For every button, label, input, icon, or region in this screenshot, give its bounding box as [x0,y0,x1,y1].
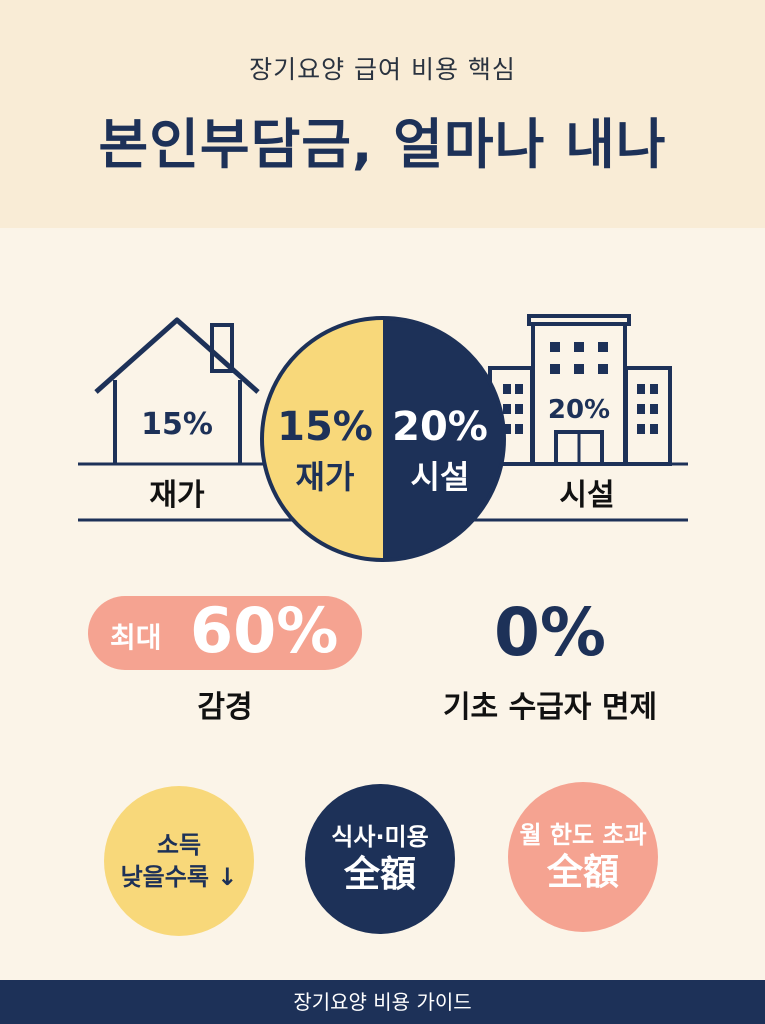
limit-circle-line1: 월 한도 초과 [519,821,647,849]
income-circle: 소득 낮을수록 ↓ [104,786,254,936]
limit-circle: 월 한도 초과 全額 [508,782,658,932]
split-circle [260,316,506,562]
footer-bar: 장기요양 비용 가이드 [0,980,765,1024]
pie-right-label: 시설 [411,458,470,496]
facility-percent: 20% [548,395,610,425]
page-title: 본인부담금, 얼마나 내나 [98,113,667,176]
reduction-prefix: 최대 [110,621,162,654]
page-subtitle: 장기요양 급여 비용 핵심 [249,55,516,84]
limit-circle-line2: 全額 [546,852,619,893]
income-circle-line2: 낮을수록 ↓ [120,863,238,891]
exemption-label: 기초 수급자 면제 [442,690,658,725]
exemption-value: 0% [493,594,607,671]
building-icon [488,314,672,466]
meal-circle-line1: 식사·미용 [331,823,429,851]
meal-circle-line2: 全額 [343,854,416,895]
header-band [0,0,765,228]
reduction-label: 감경 [197,690,253,725]
house-icon [94,317,260,464]
home-percent: 15% [141,407,213,442]
pie-left-label: 재가 [296,458,355,496]
facility-label: 시설 [559,478,614,513]
income-circle-line1: 소득 [156,831,202,859]
reduction-value: 60% [190,594,339,667]
pie-right-percent: 20% [392,404,488,450]
cost-illustration: 15% 재가 20% 시설 15% 재가 20% 시설 [78,314,688,562]
meal-circle: 식사·미용 全額 [305,784,455,934]
reduction-pill [88,596,362,670]
home-label: 재가 [149,478,205,513]
pie-left-percent: 15% [277,404,373,450]
